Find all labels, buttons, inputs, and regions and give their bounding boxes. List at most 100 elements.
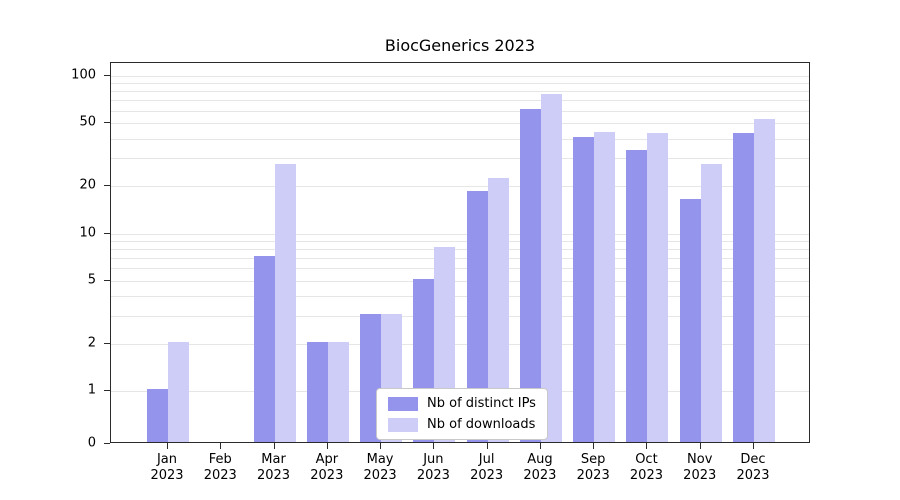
y-tick-label: 2 (87, 335, 96, 351)
y-tick-label: 50 (79, 114, 96, 130)
bar-ips-apr (306, 341, 328, 442)
bar-ips-jan (147, 389, 168, 442)
y-tick-mark (104, 232, 110, 234)
bar-downloads-mar (274, 163, 296, 442)
x-tick-label: Dec 2023 (713, 452, 793, 484)
bar-ips-dec (733, 133, 754, 442)
gridline (111, 240, 809, 242)
x-tick-label-line: Apr (315, 452, 339, 467)
x-tick-label-line: Jun (423, 452, 444, 467)
gridline (111, 268, 809, 270)
x-tick-label-line: Feb (208, 452, 232, 467)
gridline (111, 100, 809, 102)
x-tick-label-line: Oct (635, 452, 658, 467)
x-tick-label: Sep 2023 (553, 452, 633, 484)
chart-title: BiocGenerics 2023 (384, 36, 536, 55)
legend-label-downloads: Nb of downloads (427, 417, 536, 432)
x-tick-label-line: 2023 (203, 468, 237, 483)
gridline (111, 83, 809, 85)
legend-label-distinct-ips: Nb of distinct IPs (427, 396, 536, 411)
y-tick-mark (104, 75, 110, 76)
y-tick-mark (104, 390, 110, 391)
x-tick-mark (486, 443, 488, 449)
legend-item-distinct-ips: Nb of distinct IPs (388, 396, 536, 411)
bar-downloads-oct (647, 133, 669, 442)
y-tick-label: 20 (79, 177, 96, 193)
x-tick-label: Jan 2023 (127, 452, 207, 484)
gridline (111, 343, 809, 345)
gridline (111, 110, 809, 112)
x-tick-label-line: 2023 (363, 468, 397, 483)
y-tick-label: 5 (87, 272, 96, 288)
x-tick-label-line: 2023 (523, 468, 557, 483)
plot-area (110, 62, 810, 443)
x-tick-label: May 2023 (340, 452, 420, 484)
x-tick-label-line: Dec (740, 452, 766, 467)
bar-downloads-jan (168, 341, 189, 442)
x-tick-mark (753, 443, 754, 449)
y-tick-label: 1 (87, 382, 96, 398)
x-tick-mark (593, 443, 595, 449)
x-tick-label-line: Jan (156, 452, 178, 467)
x-tick-mark (699, 443, 701, 449)
y-tick-mark (104, 443, 110, 444)
y-tick-label: 100 (71, 67, 96, 83)
x-tick-mark (380, 443, 382, 449)
y-tick-mark (104, 185, 110, 187)
x-tick-label: Feb 2023 (180, 452, 260, 484)
x-tick-mark (220, 443, 222, 449)
y-tick-label: 10 (79, 225, 96, 240)
gridline (111, 186, 809, 188)
bar-downloads-sep (594, 131, 616, 442)
bar-ips-mar (253, 255, 275, 442)
bar-downloads-jul (487, 177, 509, 442)
gridline (111, 315, 809, 317)
x-tick-label: Mar 2023 (234, 452, 314, 484)
legend-swatch-downloads (388, 417, 418, 432)
x-tick-mark (539, 443, 541, 449)
bar-ips-sep (573, 136, 595, 442)
x-tick-label-line: 2023 (416, 468, 450, 483)
x-tick-mark (273, 443, 275, 449)
x-tick-label: Jun 2023 (393, 452, 473, 484)
x-tick-mark (433, 443, 435, 449)
gridline (111, 248, 809, 250)
gridline (111, 257, 809, 259)
bar-ips-jul (466, 191, 488, 442)
gridline (111, 138, 809, 140)
x-tick-mark (646, 443, 648, 449)
bar-ips-nov (679, 199, 701, 442)
x-tick-label-line: 2023 (256, 468, 291, 483)
x-tick-label-line: 2023 (150, 468, 184, 483)
x-tick-label: Nov 2023 (660, 452, 740, 484)
x-tick-label-line: Mar (261, 452, 286, 467)
gridline (111, 91, 809, 93)
x-tick-label: Oct 2023 (606, 452, 686, 484)
x-tick-mark (326, 443, 328, 449)
gridline (111, 123, 809, 125)
legend-swatch-distinct-ips (388, 396, 418, 411)
x-tick-label-line: 2023 (310, 468, 344, 483)
bar-ips-aug (519, 108, 541, 442)
gridline (111, 233, 809, 235)
x-tick-label-line: Sep (580, 452, 606, 467)
gridline (111, 158, 809, 160)
y-tick-mark (104, 342, 110, 344)
x-tick-label-line: Aug (527, 452, 553, 467)
x-tick-label-line: Jul (478, 452, 495, 467)
x-tick-label-line: Nov (687, 452, 713, 467)
x-tick-mark (167, 443, 168, 449)
gridline (111, 296, 809, 298)
x-tick-label-line: 2023 (576, 468, 610, 483)
bar-downloads-aug (540, 93, 562, 442)
legend: Nb of distinct IPs Nb of downloads (376, 388, 548, 440)
x-tick-label: Jul 2023 (447, 452, 527, 484)
bar-downloads-nov (700, 163, 722, 442)
y-tick-mark (104, 279, 110, 281)
bar-ips-oct (626, 149, 648, 442)
bar-downloads-dec (754, 118, 775, 442)
y-tick-label: 0 (87, 435, 96, 451)
x-tick-label: Apr 2023 (287, 452, 367, 484)
x-tick-label-line: 2023 (470, 468, 504, 483)
